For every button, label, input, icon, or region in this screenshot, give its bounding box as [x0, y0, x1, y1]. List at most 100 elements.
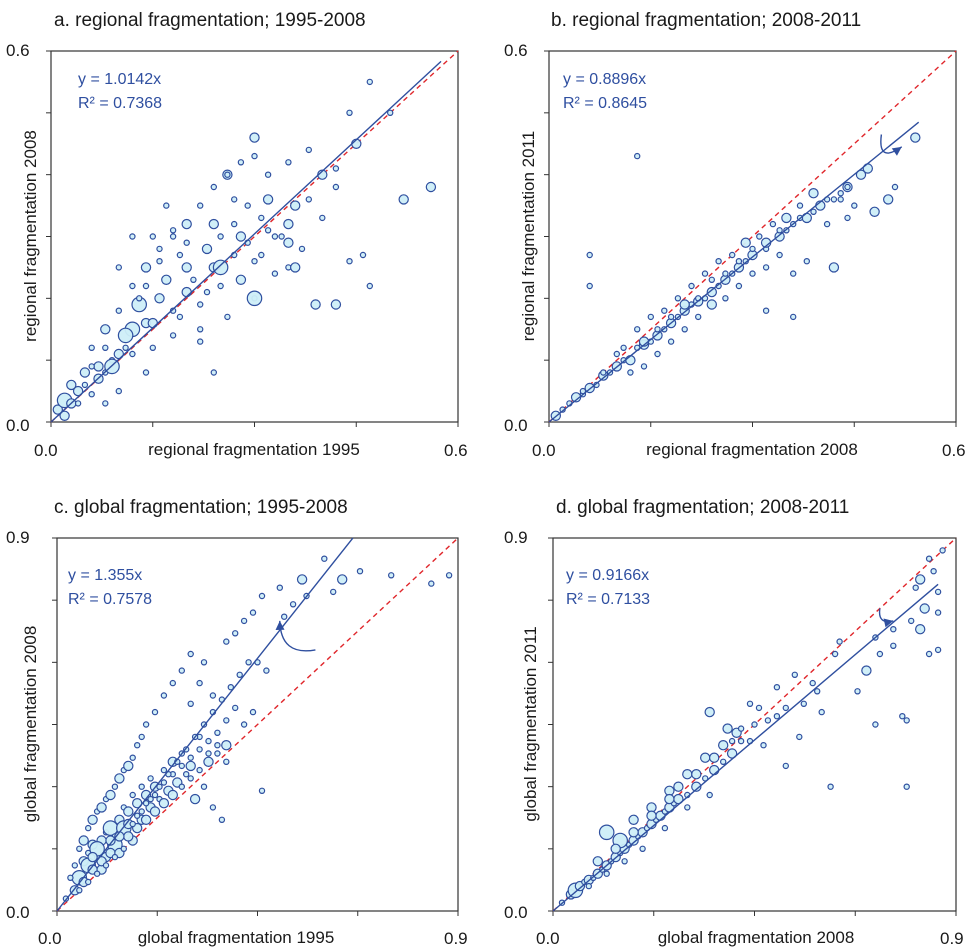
panel-c-point-132: [120, 845, 128, 853]
panel-c-point-80: [258, 787, 266, 795]
panel-c-point-62: [428, 580, 435, 587]
panel-a-point-25: [290, 200, 301, 211]
panel-d-point-49: [831, 650, 839, 658]
panel-c-point-115: [133, 812, 141, 819]
panel-a-point-43: [156, 245, 163, 253]
panel-d-point-101: [925, 555, 933, 562]
panel-a-point-85: [387, 109, 394, 117]
panel-a-point-23: [264, 227, 272, 234]
panel-b-point-93: [735, 258, 743, 265]
panel-b-point-2: [570, 392, 582, 403]
panel-d-ytick-max: 0.9: [504, 528, 528, 547]
panel-a-point-26: [305, 196, 312, 203]
panel-c-point-129: [93, 870, 101, 877]
panel-b-point-45: [701, 270, 709, 277]
panel-c-point-33: [96, 802, 107, 813]
panel-a-equation: y = 1.0142x: [78, 71, 161, 88]
panel-a-point-49: [237, 159, 245, 166]
panel-c-marks: [52, 537, 459, 916]
panel-a-point-66: [235, 274, 247, 285]
panel-b-point-47: [729, 251, 736, 259]
panel-c-arrow-head: [275, 620, 285, 631]
panel-d-point-91: [827, 783, 834, 790]
panel-d-point-58: [919, 603, 930, 614]
panel-d-point-75: [684, 804, 691, 811]
panel-c-point-84: [281, 613, 288, 620]
panel-a-xtick-min: 0.0: [34, 441, 58, 460]
panel-b-point-34: [830, 196, 838, 203]
panel-b-point-43: [674, 295, 682, 302]
panel-a-point-87: [425, 181, 437, 193]
panel-d-point-52: [876, 650, 884, 658]
panel-b-equation: y = 0.8896x: [563, 71, 646, 88]
panel-c-point-103: [187, 775, 194, 782]
panel-c-point-57: [321, 555, 328, 562]
panel-c-point-60: [356, 568, 364, 575]
panel-c-point-35: [105, 789, 116, 801]
panel-a-point-53: [283, 218, 294, 230]
panel-c-point-108: [71, 862, 79, 869]
panel-c-arrow-curve: [279, 620, 316, 652]
panel-a-point-101: [88, 363, 95, 370]
panel-b-point-80: [883, 194, 894, 205]
panel-d-point-39: [718, 740, 729, 751]
panel-d-point-43: [760, 742, 767, 749]
panel-a-point-70: [129, 233, 136, 240]
panel-c-point-40: [129, 754, 136, 761]
panel-d-point-44: [773, 713, 781, 720]
panel-a-point-108: [217, 233, 224, 240]
panel-b-point-78: [844, 183, 851, 191]
panel-a-point-82: [332, 183, 340, 191]
panel-a-point-72: [196, 338, 204, 345]
panel-a-point-22: [251, 258, 258, 265]
panel-b-point-88: [667, 313, 675, 321]
panel-c-point-37: [114, 773, 125, 784]
panel-a-point-112: [208, 218, 219, 230]
panel-b-diagonal-line: [548, 50, 957, 423]
panel-c-point-101: [167, 789, 178, 801]
panel-a-point-61: [93, 361, 104, 372]
panel-a-fit-line: [50, 60, 442, 423]
panel-c-point-90: [196, 679, 203, 687]
panel-b-fit-line: [548, 121, 920, 423]
panel-a-point-24: [278, 233, 285, 240]
panel-c-point-48: [187, 650, 194, 658]
panel-a-title: a. regional fragmentation; 1995-2008: [54, 10, 366, 31]
panel-d-point-86: [673, 781, 684, 792]
panel-a-point-62: [79, 367, 91, 378]
panel-b-point-73: [790, 270, 797, 277]
panel-a-point-73: [210, 369, 217, 376]
panel-a-point-69: [149, 233, 156, 240]
panel-c-point-98: [140, 814, 152, 826]
panel-a-point-83: [319, 214, 326, 222]
panel-a-point-50: [251, 152, 258, 160]
panel-a-point-68: [176, 251, 184, 259]
panel-d-point-87: [691, 769, 702, 780]
panel-b-point-91: [708, 276, 716, 283]
panel-b-point-67: [586, 282, 593, 290]
panel-d-point-46: [796, 733, 803, 741]
panel-a-point-41: [129, 282, 136, 290]
panel-d-point-61: [934, 609, 942, 616]
panel-b-point-53: [808, 187, 819, 199]
panel-c-point-36: [111, 783, 119, 790]
panel-d-xtick-min: 0.0: [536, 929, 560, 948]
panel-d-point-83: [628, 827, 639, 838]
panel-b-point-72: [803, 258, 811, 265]
panel-b-point-75: [828, 262, 840, 273]
panel-a-point-100: [74, 400, 82, 407]
panel-b-point-54: [627, 369, 634, 376]
panel-c-point-55: [276, 584, 283, 591]
panel-b-point-50: [769, 220, 777, 228]
panel-a-point-79: [359, 251, 367, 259]
panel-a-point-42: [140, 262, 152, 273]
panel-a-point-111: [258, 251, 265, 259]
panel-c-point-49: [200, 659, 208, 666]
panel-a-point-47: [210, 183, 217, 191]
panel-a-point-113: [183, 239, 190, 246]
panel-a-point-115: [135, 295, 143, 302]
panel-b-point-71: [844, 214, 851, 222]
panel-d-point-94: [704, 706, 715, 718]
panel-a-point-77: [330, 299, 342, 310]
panel-d-point-69: [814, 688, 821, 695]
